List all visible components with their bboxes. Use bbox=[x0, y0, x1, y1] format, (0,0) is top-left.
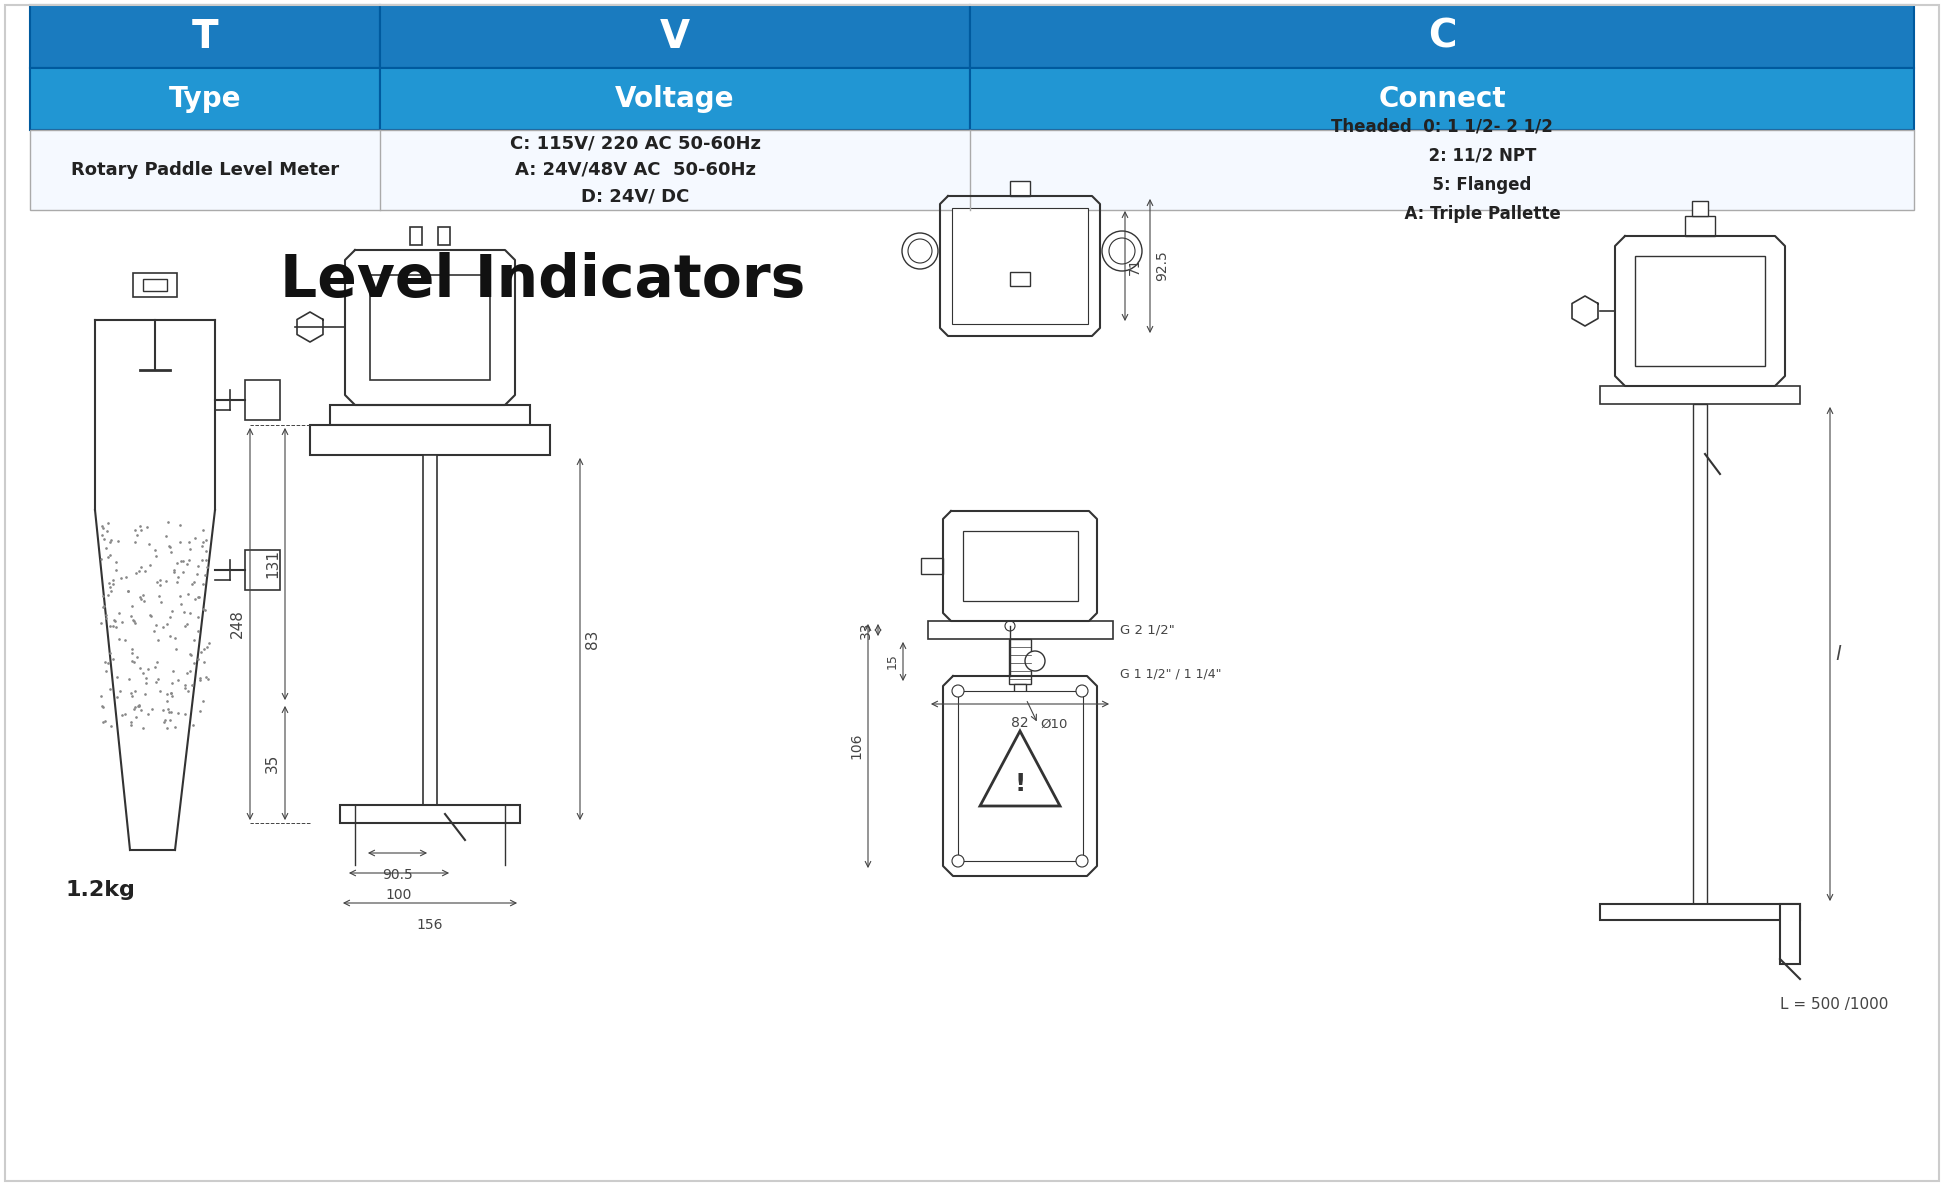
Text: 1.2kg: 1.2kg bbox=[64, 880, 134, 900]
Bar bbox=[970, 68, 1915, 130]
Circle shape bbox=[1075, 855, 1089, 867]
Text: Ø10: Ø10 bbox=[1040, 718, 1067, 731]
Bar bbox=[1691, 200, 1709, 216]
Bar bbox=[144, 279, 167, 291]
Bar bbox=[962, 531, 1079, 601]
Circle shape bbox=[1075, 686, 1089, 697]
Bar bbox=[1693, 404, 1707, 904]
Text: Theaded  0: 1 1/2- 2 1/2
              2: 11/2 NPT
              5: Flanged
    : Theaded 0: 1 1/2- 2 1/2 2: 11/2 NPT 5: F… bbox=[1324, 117, 1561, 223]
Text: 83: 83 bbox=[585, 630, 601, 649]
Text: 100: 100 bbox=[385, 888, 412, 903]
Bar bbox=[1781, 904, 1800, 964]
Bar bbox=[29, 68, 379, 130]
Circle shape bbox=[908, 240, 931, 263]
Text: Voltage: Voltage bbox=[614, 85, 735, 113]
Text: C: 115V/ 220 AC 50-60Hz
A: 24V/48V AC  50-60Hz
D: 24V/ DC: C: 115V/ 220 AC 50-60Hz A: 24V/48V AC 50… bbox=[509, 134, 760, 205]
Text: 90.5: 90.5 bbox=[383, 868, 412, 882]
Text: Type: Type bbox=[169, 85, 241, 113]
Circle shape bbox=[1024, 651, 1046, 671]
Text: l: l bbox=[1835, 644, 1841, 663]
Bar bbox=[1685, 216, 1715, 236]
Bar bbox=[1009, 639, 1030, 684]
Circle shape bbox=[953, 686, 964, 697]
Text: 131: 131 bbox=[264, 549, 280, 579]
Bar bbox=[1011, 272, 1030, 286]
Bar bbox=[1015, 684, 1026, 714]
Circle shape bbox=[902, 232, 939, 269]
Text: 35: 35 bbox=[264, 753, 280, 773]
Circle shape bbox=[1108, 238, 1135, 264]
Bar bbox=[921, 557, 943, 574]
Bar bbox=[953, 208, 1089, 324]
Text: T: T bbox=[192, 18, 218, 56]
Text: 106: 106 bbox=[850, 733, 863, 759]
Text: 15: 15 bbox=[886, 653, 898, 669]
Bar bbox=[340, 805, 519, 823]
Bar bbox=[245, 380, 280, 420]
Bar bbox=[958, 691, 1083, 861]
Text: !: ! bbox=[1015, 772, 1026, 796]
Text: 71: 71 bbox=[1128, 257, 1141, 275]
Circle shape bbox=[1005, 621, 1015, 631]
Bar bbox=[379, 5, 970, 68]
Bar bbox=[927, 621, 1114, 639]
Bar bbox=[1011, 181, 1030, 196]
Text: Level Indicators: Level Indicators bbox=[280, 251, 805, 308]
Bar bbox=[132, 273, 177, 296]
Text: 92.5: 92.5 bbox=[1155, 250, 1168, 281]
Text: Connect: Connect bbox=[1378, 85, 1507, 113]
Text: G 2 1/2": G 2 1/2" bbox=[1120, 624, 1174, 637]
Bar bbox=[379, 68, 970, 130]
Bar bbox=[1635, 256, 1765, 366]
Bar bbox=[1600, 385, 1800, 404]
Bar bbox=[1600, 904, 1800, 920]
Bar bbox=[29, 5, 379, 68]
Text: 33: 33 bbox=[859, 621, 873, 639]
Circle shape bbox=[1102, 231, 1141, 270]
Circle shape bbox=[953, 855, 964, 867]
Bar bbox=[970, 5, 1915, 68]
Bar bbox=[245, 550, 280, 589]
Bar bbox=[29, 130, 1915, 210]
Bar bbox=[309, 425, 550, 455]
Text: C: C bbox=[1427, 18, 1456, 56]
Text: 82: 82 bbox=[1011, 716, 1028, 731]
Bar bbox=[410, 227, 422, 246]
Bar bbox=[369, 275, 490, 380]
Text: 156: 156 bbox=[416, 918, 443, 932]
Text: 248: 248 bbox=[229, 610, 245, 638]
Text: L = 500 /1000: L = 500 /1000 bbox=[1781, 996, 1888, 1012]
Text: G 1 1/2" / 1 1/4": G 1 1/2" / 1 1/4" bbox=[1120, 668, 1221, 681]
Bar bbox=[424, 455, 437, 805]
Bar bbox=[437, 227, 449, 246]
Text: V: V bbox=[659, 18, 690, 56]
Bar bbox=[330, 404, 531, 425]
Text: Rotary Paddle Level Meter: Rotary Paddle Level Meter bbox=[70, 161, 338, 179]
